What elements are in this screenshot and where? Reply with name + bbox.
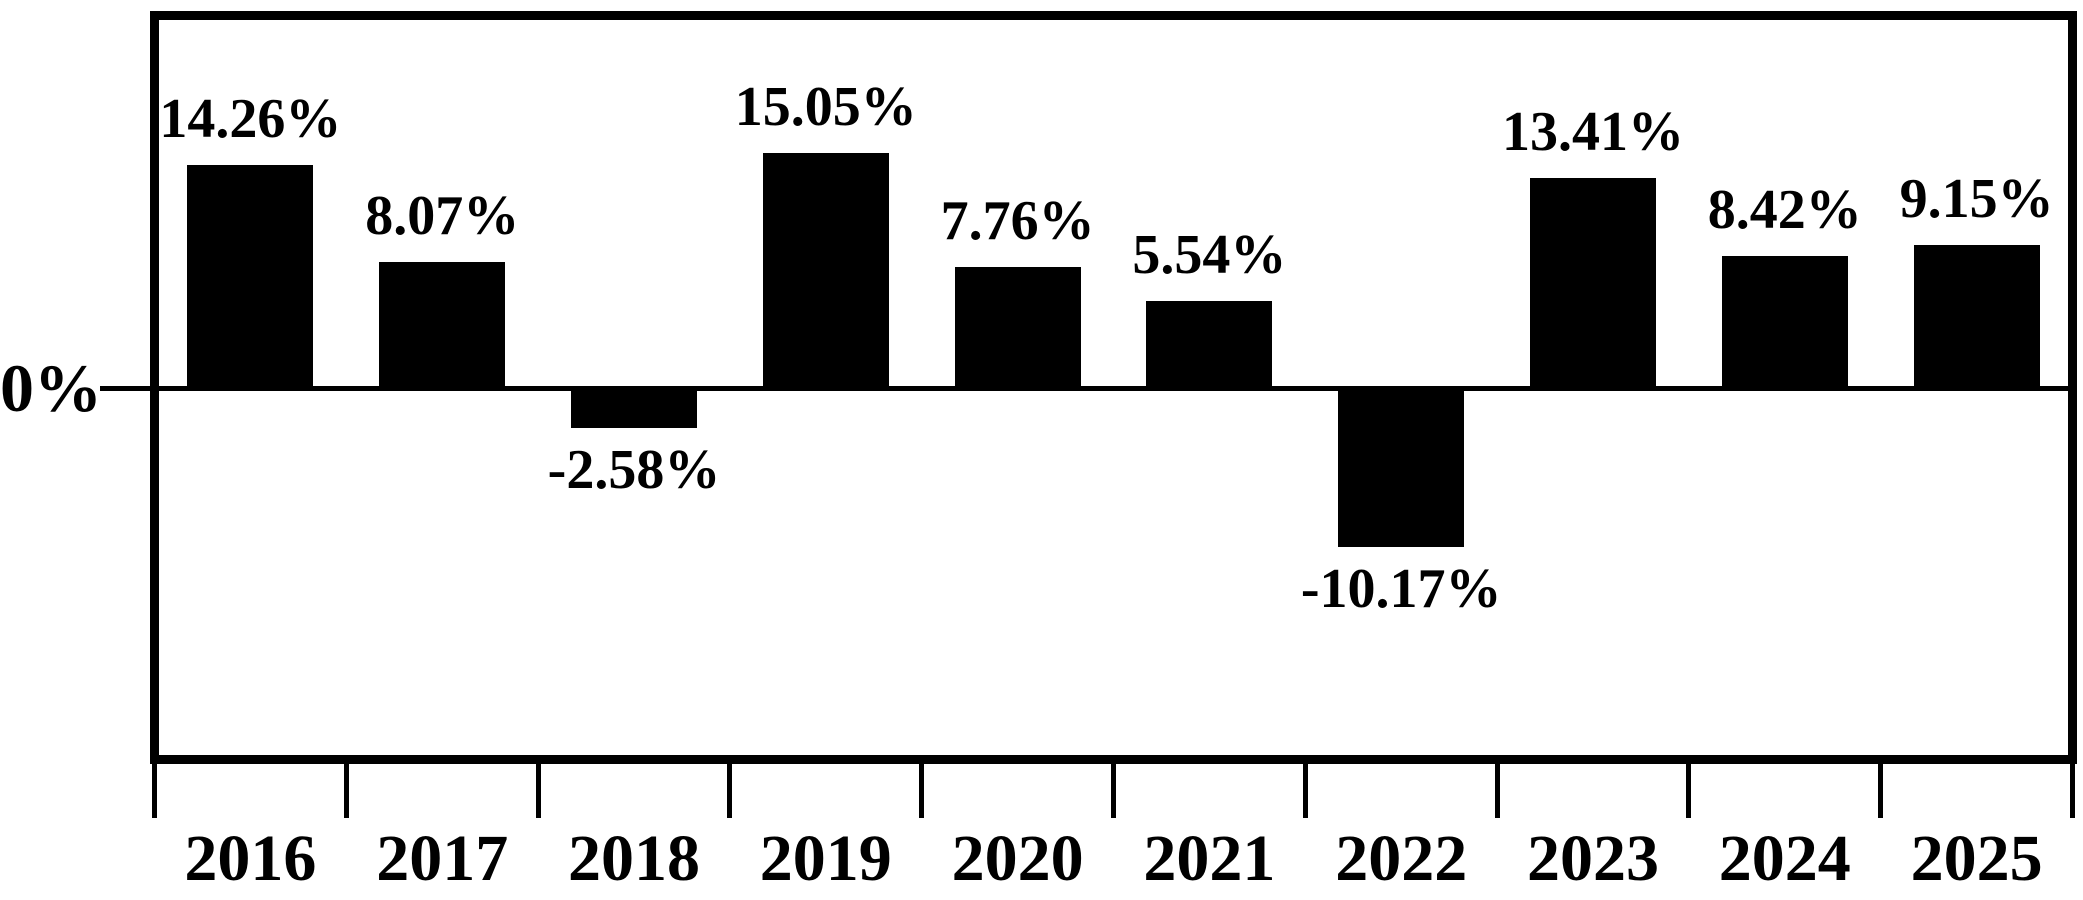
x-tick-label-2016: 2016 xyxy=(184,822,317,895)
x-tick-label-2024: 2024 xyxy=(1718,822,1851,895)
zero-baseline xyxy=(159,386,2068,391)
value-label-2017: 8.07% xyxy=(365,184,520,247)
value-label-2020: 7.76% xyxy=(940,189,1095,252)
value-label-2018: -2.58% xyxy=(547,439,721,502)
bar-2021 xyxy=(1146,301,1273,388)
x-tick-label-2022: 2022 xyxy=(1335,822,1468,895)
x-axis-tick xyxy=(727,760,733,818)
y-axis-zero-label: 0% xyxy=(0,350,102,426)
x-tick-label-2025: 2025 xyxy=(1910,822,2043,895)
x-axis-tick xyxy=(1111,760,1116,818)
bar-2016 xyxy=(187,165,314,388)
value-label-2025: 9.15% xyxy=(1899,167,2054,230)
bar-2024 xyxy=(1721,256,1848,388)
x-tick-label-2021: 2021 xyxy=(1143,822,1276,895)
bar-2017 xyxy=(379,261,506,388)
x-tick-label-2018: 2018 xyxy=(567,822,700,895)
x-axis-tick xyxy=(535,760,541,818)
x-axis-tick xyxy=(152,760,157,818)
x-tick-label-2023: 2023 xyxy=(1526,822,1659,895)
x-axis-tick xyxy=(1494,760,1500,818)
x-axis-tick xyxy=(1878,760,1884,818)
bar-2025 xyxy=(1913,244,2040,388)
value-label-2023: 13.41% xyxy=(1502,101,1684,164)
value-label-2022: -10.17% xyxy=(1300,557,1502,620)
bar-2019 xyxy=(762,152,889,388)
value-label-2019: 15.05% xyxy=(734,75,917,138)
y-axis-zero-tick xyxy=(100,386,159,391)
value-label-2024: 8.42% xyxy=(1707,179,1862,242)
value-label-2016: 14.26% xyxy=(159,88,342,151)
bar-2022 xyxy=(1338,388,1465,547)
x-axis-tick xyxy=(1686,760,1692,818)
bar-2023 xyxy=(1530,178,1656,388)
x-tick-label-2019: 2019 xyxy=(759,822,892,895)
x-axis-tick xyxy=(1302,760,1308,818)
x-axis-tick xyxy=(343,760,349,818)
x-axis-tick xyxy=(2070,760,2075,818)
value-label-2021: 5.54% xyxy=(1132,224,1287,287)
bar-2018 xyxy=(571,388,697,429)
bar-2020 xyxy=(954,266,1081,388)
x-tick-label-2017: 2017 xyxy=(376,822,509,895)
x-axis-tick xyxy=(919,760,925,818)
x-tick-label-2020: 2020 xyxy=(951,822,1084,895)
